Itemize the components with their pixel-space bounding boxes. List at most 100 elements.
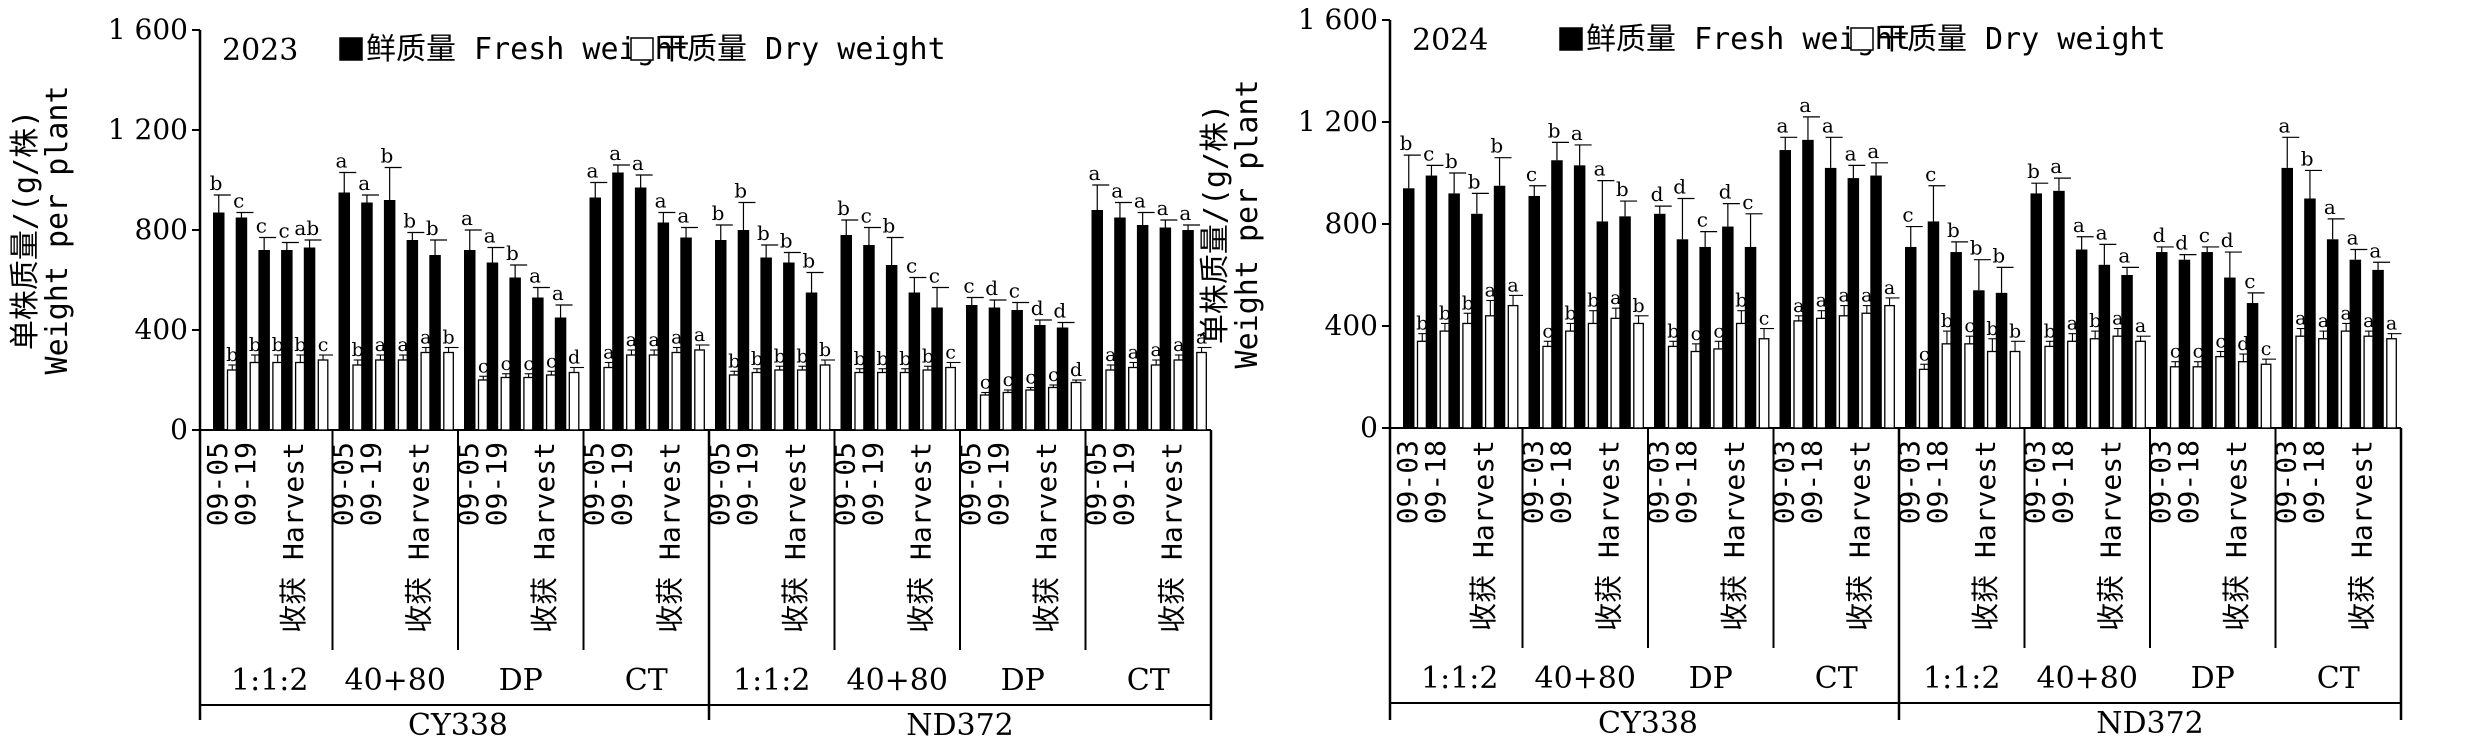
dry-bar (854, 371, 866, 431)
fresh-bar (805, 292, 818, 430)
dry-sig-letter: c (2261, 338, 2272, 360)
dry-sig-letter: c (523, 353, 534, 375)
fresh-sig-letter: b (882, 214, 895, 238)
dry-sig-letter: a (671, 327, 682, 349)
fresh-sig-letter: b (1992, 243, 2005, 267)
fresh-sig-letter: b (2027, 159, 2040, 183)
dry-bar (1667, 345, 1679, 429)
dry-sig-letter: a (626, 329, 637, 351)
x-stage-label: 09-18 (1796, 440, 1829, 524)
dry-bar (979, 394, 991, 431)
treatment-label: CT (2317, 661, 2360, 696)
fresh-bar (2075, 249, 2088, 428)
dry-bar (796, 369, 808, 431)
treatment-label: DP (1001, 663, 1045, 698)
dry-bar (1025, 389, 1037, 431)
dry-sig-letter: a (603, 342, 614, 364)
x-stage-label: 收获 Harvest (1030, 442, 1063, 633)
dry-sig-letter: a (1196, 327, 1207, 349)
dry-sig-letter: c (1964, 315, 1975, 337)
fresh-sig-letter: a (336, 149, 348, 173)
dry-bar (317, 359, 329, 431)
fresh-sig-letter: c (2199, 223, 2210, 247)
fresh-sig-letter: a (1777, 113, 1789, 137)
dry-bar (751, 371, 763, 431)
fresh-sig-letter: c (278, 219, 289, 243)
dry-sig-letter: b (1439, 302, 1451, 324)
dry-bar (1416, 340, 1428, 429)
dry-sig-letter: c (1713, 320, 1724, 342)
x-stage-label: 09-19 (480, 442, 513, 526)
fresh-sig-letter: a (2279, 113, 2291, 137)
dry-bar (1735, 322, 1747, 429)
dry-sig-letter: a (2318, 310, 2329, 332)
fresh-bar (931, 307, 943, 430)
treatment-label: DP (1689, 661, 1733, 696)
x-stage-label: 收获 Harvest (2220, 440, 2253, 631)
dry-sig-letter: b (751, 348, 763, 370)
dry-bar (2386, 338, 2397, 429)
dry-sig-letter: c (2193, 341, 2204, 363)
dry-sig-letter: b (728, 350, 740, 372)
fresh-bar (1676, 239, 1689, 428)
x-stage-label: 09-03 (1391, 440, 1424, 524)
x-stage-label: 收获 Harvest (779, 442, 812, 633)
fresh-sig-letter: b (1445, 149, 1458, 173)
dry-bar (1713, 348, 1725, 429)
dry-sig-letter: d (1070, 359, 1082, 381)
y-tick-label: 1 600 (108, 13, 188, 46)
dry-bar (500, 376, 512, 431)
fresh-bar (1619, 216, 1631, 428)
fresh-sig-letter: b (780, 229, 793, 253)
treatment-label: 40+80 (2037, 661, 2138, 696)
dry-sig-letter: b (819, 339, 831, 361)
x-stage-label: 09-19 (606, 442, 639, 526)
panel-year-label: 2023 (222, 33, 298, 68)
fresh-sig-letter: d (1031, 296, 1044, 320)
y-axis-label-en: Weight per plant (1230, 80, 1265, 369)
dry-sig-letter: b (352, 339, 364, 361)
treatment-label: 1:1:2 (1421, 661, 1498, 696)
legend-dry-label: 干质量 Dry weight (1877, 22, 2166, 57)
treatment-label: 40+80 (1535, 661, 1636, 696)
dry-bar (1793, 320, 1805, 429)
y-tick-label: 400 (1325, 309, 1378, 342)
fresh-bar (2156, 252, 2168, 428)
fresh-sig-letter: a (1594, 157, 1606, 181)
y-tick-label: 1 600 (1298, 3, 1378, 36)
fresh-bar (383, 200, 396, 430)
dry-bar (1816, 317, 1827, 429)
x-stage-label: 09-18 (2172, 440, 2205, 524)
fresh-bar (1034, 325, 1046, 430)
dry-bar (397, 359, 409, 431)
fresh-bar (840, 235, 852, 430)
fresh-sig-letter: a (2096, 220, 2108, 244)
dry-sig-letter: c (501, 353, 512, 375)
fresh-bar (1091, 210, 1103, 430)
fresh-bar (281, 250, 293, 430)
fresh-sig-letter: d (1053, 299, 1066, 323)
dry-bar (671, 351, 683, 431)
dry-sig-letter: a (1793, 295, 1804, 317)
treatment-label: 1:1:2 (733, 663, 810, 698)
dry-bar (2260, 363, 2272, 429)
fresh-sig-letter: c (1423, 141, 1434, 165)
x-stage-label: 收获 Harvest (528, 442, 561, 633)
fresh-bar (2372, 269, 2384, 428)
x-stage-label: 09-19 (1108, 442, 1141, 526)
fresh-sig-letter: d (1719, 180, 1732, 204)
dry-bar (603, 366, 615, 431)
fresh-bar (338, 192, 350, 430)
x-stage-label: 09-18 (1921, 440, 1954, 524)
fresh-bar (1136, 225, 1149, 430)
variety-label: ND372 (2096, 706, 2204, 740)
dry-sig-letter: a (2340, 302, 2351, 324)
x-stage-label: 09-03 (1642, 440, 1675, 524)
variety-label: ND372 (906, 708, 1014, 740)
dry-sig-letter: a (2112, 308, 2123, 330)
dry-sig-letter: b (1941, 310, 1953, 332)
fresh-bar (1744, 246, 1757, 428)
dry-sig-letter: a (1128, 342, 1139, 364)
fresh-sig-letter: b (1400, 131, 1413, 155)
